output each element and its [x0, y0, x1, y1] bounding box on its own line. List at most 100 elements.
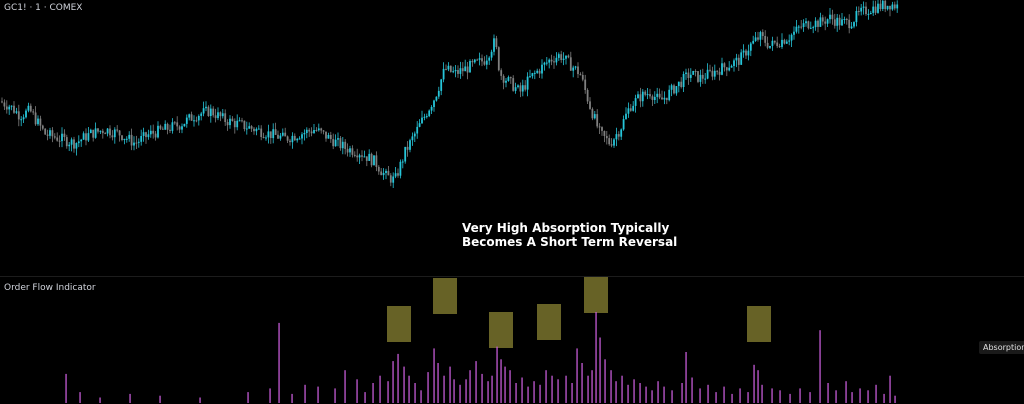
- candle-body: [869, 13, 872, 14]
- order-flow-bar: [621, 375, 623, 403]
- candle-body: [555, 57, 558, 63]
- indicator-label[interactable]: Order Flow Indicator: [4, 283, 96, 293]
- candle-body: [548, 59, 551, 63]
- candle: [322, 130, 325, 135]
- candle: [449, 65, 452, 73]
- order-flow-bar: [571, 383, 573, 403]
- candle-body: [764, 36, 767, 43]
- candle-body: [435, 96, 438, 101]
- candle: [409, 138, 411, 153]
- candle-body: [721, 63, 723, 75]
- candle-body: [346, 148, 349, 153]
- order-flow-bar: [894, 395, 896, 403]
- candle: [843, 16, 846, 24]
- candle-body: [61, 133, 63, 142]
- candle: [565, 55, 567, 65]
- candle: [682, 71, 685, 92]
- candle: [397, 168, 399, 178]
- candle: [879, 0, 882, 12]
- candle-body: [824, 21, 827, 24]
- candle: [353, 151, 356, 158]
- candle: [464, 59, 467, 72]
- candle: [889, 5, 891, 17]
- order-flow-bar: [657, 381, 659, 403]
- candle: [685, 68, 687, 80]
- candle: [802, 19, 805, 32]
- candle: [212, 106, 215, 118]
- candle-body: [637, 94, 639, 99]
- candle: [754, 32, 757, 42]
- candle: [721, 57, 723, 76]
- order-flow-bar: [691, 377, 693, 403]
- candle: [418, 119, 421, 128]
- candle: [874, 0, 877, 15]
- candle: [500, 68, 503, 80]
- candle-body: [862, 6, 865, 8]
- candle: [169, 124, 171, 133]
- candle: [567, 54, 570, 59]
- candle: [440, 78, 443, 96]
- candle: [219, 111, 222, 122]
- candle-body: [509, 77, 512, 79]
- candle-body: [370, 153, 373, 166]
- candle: [665, 97, 668, 105]
- candle: [569, 51, 572, 71]
- candle-body: [243, 120, 246, 129]
- candle-body: [694, 71, 697, 72]
- candle-body: [253, 128, 255, 132]
- candle: [658, 88, 661, 100]
- candle-body: [226, 122, 229, 126]
- candle: [8, 104, 11, 115]
- order-flow-bar: [859, 388, 861, 403]
- candle-body: [793, 31, 795, 35]
- candle-body: [769, 46, 771, 48]
- candle: [817, 19, 819, 33]
- candle-body: [896, 4, 899, 9]
- candle-body: [377, 166, 380, 172]
- candle-body: [685, 72, 687, 74]
- candle: [159, 124, 162, 130]
- candle-body: [778, 46, 781, 48]
- candle-body: [20, 119, 23, 121]
- candle: [838, 14, 841, 30]
- candle-body: [286, 136, 289, 141]
- candle: [608, 134, 611, 146]
- candle-body: [800, 26, 803, 28]
- candle: [164, 120, 167, 130]
- candle-body: [37, 118, 39, 125]
- candle: [673, 83, 675, 95]
- candle-body: [807, 21, 810, 29]
- candle: [329, 131, 332, 143]
- order-flow-bar: [883, 393, 885, 403]
- candle: [764, 30, 767, 47]
- candle-body: [152, 130, 155, 134]
- candle: [886, 5, 889, 11]
- candle-body: [668, 89, 671, 101]
- candle-body: [219, 112, 222, 117]
- candle-body: [65, 137, 68, 147]
- candle: [536, 68, 539, 74]
- symbol-label[interactable]: GC1! · 1 · COMEX: [4, 3, 83, 13]
- candle: [229, 115, 231, 129]
- candle-body: [361, 155, 363, 157]
- candle: [365, 156, 368, 167]
- candle: [293, 133, 296, 141]
- candle-body: [761, 32, 764, 36]
- order-flow-bar: [291, 393, 293, 403]
- candle-body: [245, 128, 248, 130]
- order-flow-bar: [875, 384, 877, 403]
- candle: [224, 109, 227, 126]
- order-flow-bar: [587, 375, 589, 403]
- candle-body: [401, 161, 404, 163]
- order-flow-bar: [356, 379, 358, 403]
- candle-body: [284, 132, 287, 137]
- candle: [399, 159, 402, 179]
- order-flow-bar: [453, 379, 455, 403]
- candle-body: [845, 19, 848, 20]
- candle-body: [445, 68, 447, 70]
- candle: [394, 167, 397, 179]
- order-flow-bar: [663, 386, 665, 403]
- candle: [351, 145, 354, 158]
- candle-body: [279, 135, 282, 139]
- order-flow-bar: [504, 366, 506, 403]
